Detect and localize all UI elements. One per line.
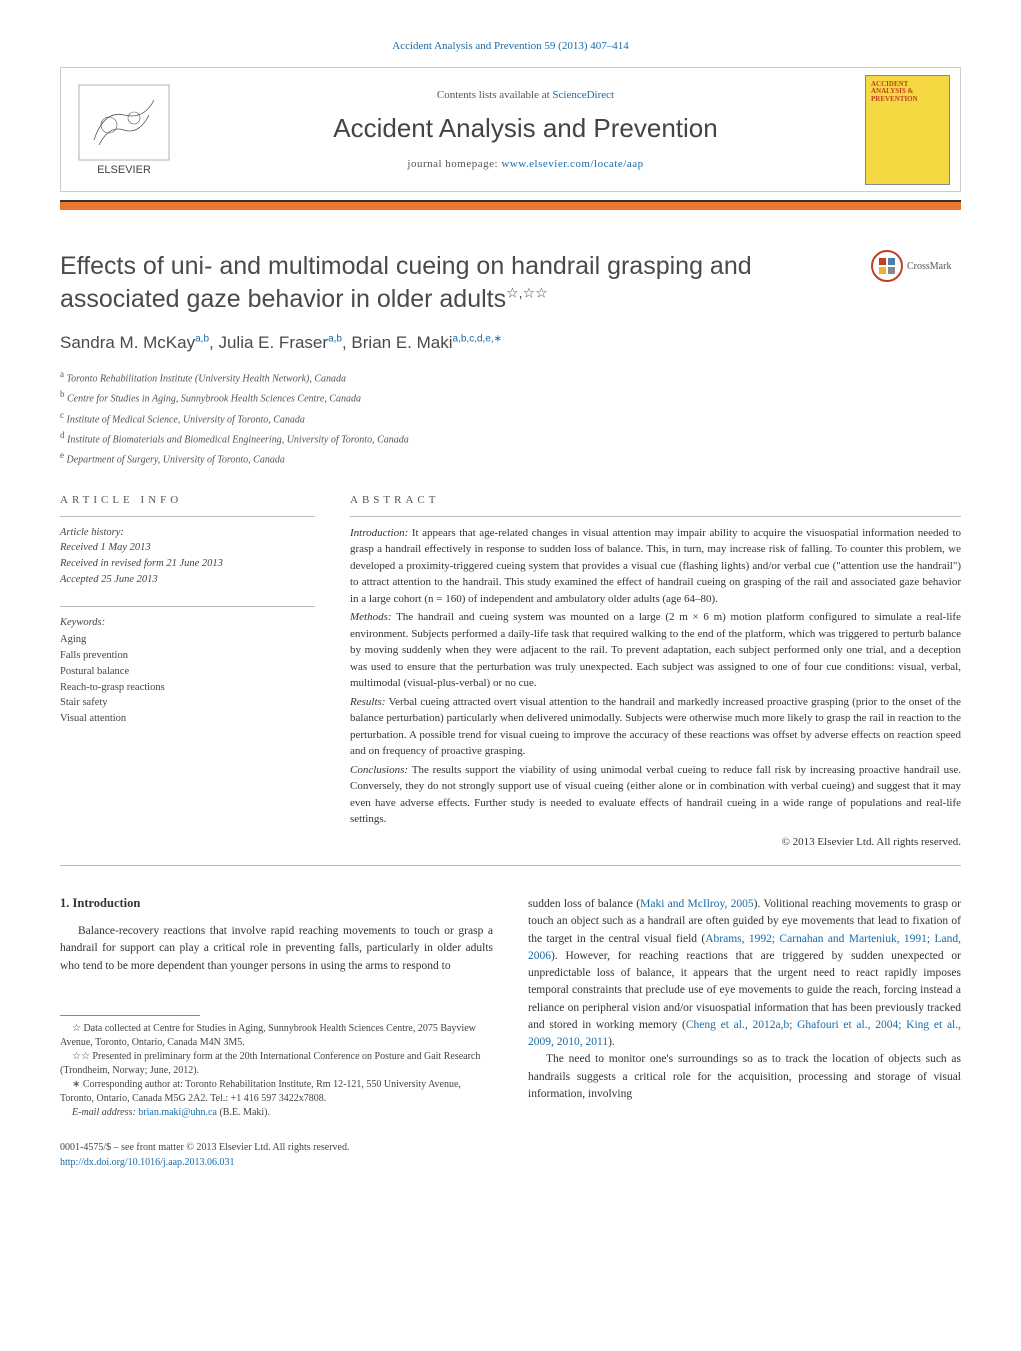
abstract-conclusions: The results support the viability of usi… <box>350 764 961 826</box>
cover-title: ACCIDENT ANALYSIS & PREVENTION <box>871 81 944 104</box>
divider <box>60 865 961 866</box>
affiliation-line: b Centre for Studies in Aging, Sunnybroo… <box>60 387 961 407</box>
history-label: Article history: <box>60 525 315 541</box>
title-footnote-stars: ☆,☆☆ <box>506 284 548 300</box>
crossmark-label: CrossMark <box>907 261 951 272</box>
email-label: E-mail address: <box>72 1107 138 1118</box>
affiliation-line: c Institute of Medical Science, Universi… <box>60 408 961 428</box>
section-number: 1. <box>60 896 69 910</box>
affiliation-line: a Toronto Rehabilitation Institute (Univ… <box>60 367 961 387</box>
homepage-link[interactable]: www.elsevier.com/locate/aap <box>501 158 643 170</box>
abstract-results: Verbal cueing attracted overt visual att… <box>350 696 961 758</box>
body-text-right: sudden loss of balance (Maki and McIlroy… <box>528 896 961 1103</box>
keyword: Falls prevention <box>60 648 315 664</box>
crossmark-badge[interactable]: CrossMark <box>871 250 961 282</box>
body-para: The need to monitor one's surroundings s… <box>528 1051 961 1103</box>
divider <box>60 606 315 607</box>
section-1-heading: 1. Introduction <box>60 896 493 911</box>
body-para: Balance-recovery reactions that involve … <box>60 923 493 975</box>
abstract-copyright: © 2013 Elsevier Ltd. All rights reserved… <box>350 834 961 851</box>
footnotes-block: ☆ Data collected at Centre for Studies i… <box>60 1022 493 1120</box>
abstract-column: ABSTRACT Introduction: It appears that a… <box>350 494 961 851</box>
footnote-star1: ☆ Data collected at Centre for Studies i… <box>60 1022 493 1050</box>
keywords-label: Keywords: <box>60 615 315 631</box>
keyword: Stair safety <box>60 695 315 711</box>
text-span: sudden loss of balance ( <box>528 898 640 910</box>
history-revised: Received in revised form 21 June 2013 <box>60 556 315 572</box>
contents-list-line: Contents lists available at ScienceDirec… <box>206 89 845 101</box>
contents-text: Contents lists available at <box>437 89 552 101</box>
homepage-label: journal homepage: <box>407 158 501 170</box>
keyword: Postural balance <box>60 664 315 680</box>
title-text: Effects of uni- and multimodal cueing on… <box>60 252 752 313</box>
orange-accent-bar <box>60 200 961 210</box>
keyword: Reach-to-grasp reactions <box>60 680 315 696</box>
footnote-star2: ☆☆ Presented in preliminary form at the … <box>60 1050 493 1078</box>
right-column: sudden loss of balance (Maki and McIlroy… <box>528 896 961 1120</box>
body-text-left: Balance-recovery reactions that involve … <box>60 923 493 975</box>
article-history: Article history: Received 1 May 2013 Rec… <box>60 525 315 588</box>
footnote-corresponding: ∗ Corresponding author at: Toronto Rehab… <box>60 1078 493 1106</box>
crossmark-icon <box>871 250 903 282</box>
affiliations-block: a Toronto Rehabilitation Institute (Univ… <box>60 367 961 469</box>
left-column: 1. Introduction Balance-recovery reactio… <box>60 896 493 1120</box>
abstract-methods: The handrail and cueing system was mount… <box>350 611 961 689</box>
abstract-intro-label: Introduction: <box>350 527 408 539</box>
affiliation-line: e Department of Surgery, University of T… <box>60 448 961 468</box>
abstract-methods-label: Methods: <box>350 611 392 623</box>
article-title: Effects of uni- and multimodal cueing on… <box>60 250 851 315</box>
journal-header-box: ELSEVIER Contents lists available at Sci… <box>60 67 961 192</box>
footnote-email: E-mail address: brian.maki@uhn.ca (B.E. … <box>60 1106 493 1120</box>
footer-copyright: 0001-4575/$ – see front matter © 2013 El… <box>60 1140 961 1155</box>
article-info-column: ARTICLE INFO Article history: Received 1… <box>60 494 315 851</box>
email-suffix: (B.E. Maki). <box>217 1107 270 1118</box>
text-span: ). <box>608 1036 615 1048</box>
abstract-heading: ABSTRACT <box>350 494 961 506</box>
article-info-heading: ARTICLE INFO <box>60 494 315 506</box>
keyword: Visual attention <box>60 711 315 727</box>
keywords-block: Keywords: AgingFalls preventionPostural … <box>60 615 315 727</box>
abstract-text: Introduction: It appears that age-relate… <box>350 525 961 851</box>
doi-link[interactable]: http://dx.doi.org/10.1016/j.aap.2013.06.… <box>60 1157 235 1168</box>
email-link[interactable]: brian.maki@uhn.ca <box>138 1107 217 1118</box>
authors-line: Sandra M. McKaya,b, Julia E. Frasera,b, … <box>60 333 961 353</box>
history-accepted: Accepted 25 June 2013 <box>60 572 315 588</box>
sciencedirect-link[interactable]: ScienceDirect <box>552 89 614 101</box>
divider <box>350 516 961 517</box>
page-footer: 0001-4575/$ – see front matter © 2013 El… <box>60 1140 961 1170</box>
abstract-intro: It appears that age-related changes in v… <box>350 527 961 605</box>
abstract-conclusions-label: Conclusions: <box>350 764 408 776</box>
journal-homepage-line: journal homepage: www.elsevier.com/locat… <box>206 158 845 170</box>
section-title: Introduction <box>73 896 141 910</box>
citation-link[interactable]: Maki and McIlroy, 2005 <box>640 898 754 910</box>
journal-cover-thumbnail: ACCIDENT ANALYSIS & PREVENTION <box>865 75 950 185</box>
history-received: Received 1 May 2013 <box>60 540 315 556</box>
keyword: Aging <box>60 632 315 648</box>
journal-name: Accident Analysis and Prevention <box>206 113 845 144</box>
affiliation-line: d Institute of Biomaterials and Biomedic… <box>60 428 961 448</box>
abstract-results-label: Results: <box>350 696 385 708</box>
elsevier-logo: ELSEVIER <box>61 67 186 192</box>
svg-text:ELSEVIER: ELSEVIER <box>97 164 151 176</box>
footnote-divider <box>60 1015 200 1016</box>
body-para: sudden loss of balance (Maki and McIlroy… <box>528 896 961 1051</box>
header-center: Contents lists available at ScienceDirec… <box>186 79 865 180</box>
divider <box>60 516 315 517</box>
header-citation: Accident Analysis and Prevention 59 (201… <box>60 40 961 52</box>
